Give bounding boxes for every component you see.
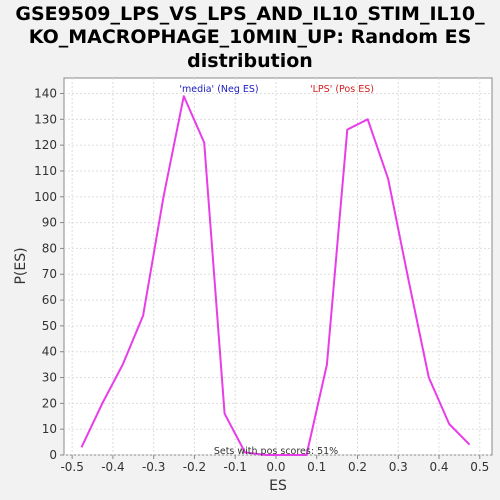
x-axis-ticks: -0.5 -0.4 -0.3 -0.2 -0.1 0.0 0.1 0.2 0.3 0.4 0.5 (60, 455, 489, 474)
pos-es-label: 'LPS' (Pos ES) (310, 84, 374, 95)
y-tick-label: 70 (42, 267, 57, 281)
x-tick-label: -0.4 (101, 460, 124, 474)
y-tick-label: 0 (49, 448, 57, 462)
y-tick-label: 50 (42, 319, 57, 333)
x-axis-label: ES (269, 478, 287, 494)
y-tick-label: 30 (42, 371, 57, 385)
y-tick-label: 60 (42, 293, 57, 307)
y-axis-label: P(ES) (13, 247, 29, 284)
x-tick-label: 0.5 (470, 460, 489, 474)
x-tick-label: 0.4 (429, 460, 448, 474)
grid-lines (64, 78, 492, 456)
neg-es-label: 'media' (Neg ES) (179, 84, 258, 95)
y-tick-label: 100 (34, 190, 57, 204)
x-tick-label: 0.0 (266, 460, 285, 474)
x-tick-label: -0.1 (223, 460, 246, 474)
series-line (80, 95, 471, 456)
y-tick-label: 90 (42, 216, 57, 230)
y-tick-label: 110 (34, 164, 57, 178)
y-tick-label: 120 (34, 138, 57, 152)
x-tick-label: -0.2 (183, 460, 206, 474)
x-tick-label: 0.3 (389, 460, 408, 474)
y-tick-label: 140 (34, 86, 57, 100)
y-tick-label: 20 (42, 396, 57, 410)
chart-title: GSE9509_LPS_VS_LPS_AND_IL10_STIM_IL10_ K… (15, 3, 485, 72)
y-tick-label: 10 (42, 422, 57, 436)
x-tick-label: 0.1 (307, 460, 326, 474)
y-tick-label: 130 (34, 112, 57, 126)
chart-title-line-2: KO_MACROPHAGE_10MIN_UP: Random ES (29, 26, 472, 48)
chart-title-line-3: distribution (187, 50, 313, 72)
y-axis-ticks: 0 10 20 30 40 50 60 70 80 90 100 110 120 130 140 (34, 86, 64, 462)
y-tick-label: 40 (42, 345, 57, 359)
x-tick-label: -0.3 (142, 460, 165, 474)
y-tick-label: 80 (42, 241, 57, 255)
chart-title-line-1: GSE9509_LPS_VS_LPS_AND_IL10_STIM_IL10_ (15, 3, 485, 25)
pos-scores-footer: Sets with pos scores: 51% (214, 446, 338, 457)
x-tick-label: -0.5 (60, 460, 83, 474)
x-tick-label: 0.2 (348, 460, 367, 474)
plot-area (63, 77, 493, 456)
